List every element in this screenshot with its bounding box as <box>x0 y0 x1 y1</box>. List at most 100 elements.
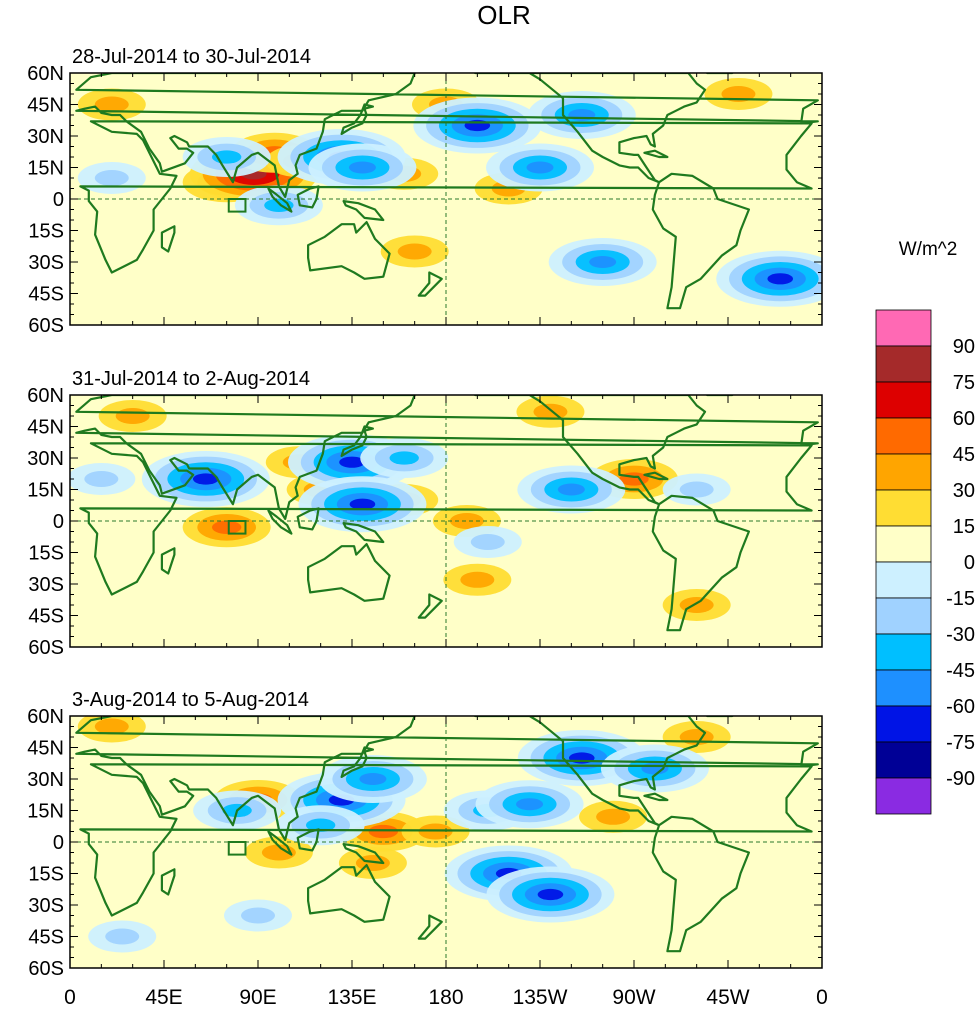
colorbar-units-label: W/m^2 <box>899 239 958 260</box>
coastline-southamerica <box>651 172 751 310</box>
y-tick-label: 0 <box>53 189 64 211</box>
coastline-cuba <box>643 471 669 481</box>
y-tick-label: 0 <box>53 511 64 533</box>
y-tick-label: 60S <box>28 958 64 980</box>
y-tick-label: 0 <box>53 832 64 854</box>
coastlines <box>75 395 819 632</box>
map-panel-3: 3-Aug-2014 to 5-Aug-2014 60N 45N 30N 15N 0 15S… <box>27 689 823 980</box>
olr-anomaly-blob <box>449 513 484 529</box>
y-tick-label: 60N <box>27 63 64 85</box>
olr-anomaly-blob <box>348 161 376 174</box>
colorbar-label: 30 <box>953 480 975 502</box>
olr-anomaly-blob <box>516 798 544 811</box>
colorbar-label: -90 <box>946 768 975 790</box>
colorbar-label: 45 <box>953 444 975 466</box>
coastline-australia <box>307 863 391 923</box>
olr-anomaly-blob <box>397 243 432 260</box>
y-tick-label: 15S <box>28 864 64 886</box>
colorbar: W/m^2 90 75 60 45 30 15 0 -15 -30 -45 -60 -75 -90 <box>875 239 975 815</box>
y-tick-label: 45N <box>27 417 64 439</box>
coastline-eurasia <box>75 73 819 198</box>
coastline-nz <box>417 914 443 940</box>
colorbar-swatch <box>875 453 932 491</box>
y-tick-label: 45N <box>27 95 64 117</box>
y-tick-label: 15N <box>27 158 64 180</box>
olr-anomaly-blob <box>589 256 617 268</box>
x-tick-label: 90E <box>239 986 276 1009</box>
map-panel-2: 31-Jul-2014 to 2-Aug-2014 60N 45N 30N 15N 0 15… <box>27 368 823 659</box>
x-tick-label: 135E <box>327 986 376 1009</box>
coastline-africa <box>79 763 813 917</box>
colorbar-swatch <box>875 633 932 671</box>
y-tick-label: 30N <box>27 126 64 148</box>
y-tick-label: 60N <box>27 385 64 407</box>
olr-anomaly-blob <box>568 109 596 121</box>
y-tick-label: 15S <box>28 221 64 243</box>
olr-anomaly-blob <box>359 773 387 785</box>
x-tick-label: 180 <box>428 986 463 1009</box>
coastline-sumatra <box>267 187 293 213</box>
coastline-nz <box>417 271 443 297</box>
coastline-sumatra <box>267 509 293 535</box>
colorbar-label: -75 <box>946 732 975 754</box>
coastline-northamerica <box>474 73 707 184</box>
coastline-cuba <box>643 792 669 802</box>
x-tick-label: 0 <box>816 986 828 1009</box>
y-tick-label: 60S <box>28 637 64 659</box>
olr-anomaly-blob <box>94 718 129 735</box>
x-tick-label: 45W <box>706 986 749 1009</box>
olr-anomaly-blob <box>84 471 119 487</box>
olr-anomaly-blob <box>767 273 794 285</box>
coastline-madagascar <box>160 868 176 896</box>
colorbar-swatch <box>875 345 932 383</box>
y-tick-label: 45S <box>28 284 64 306</box>
coastline-nz <box>417 593 443 619</box>
olr-anomaly-blob <box>105 928 140 945</box>
olr-anomaly-blob <box>339 456 365 468</box>
colorbar-swatch <box>875 705 932 743</box>
colorbar-swatch <box>875 597 932 635</box>
coastline-newguinea <box>342 200 385 222</box>
olr-anomaly-blob <box>192 473 219 485</box>
region-box <box>227 198 247 213</box>
y-tick-label: 30N <box>27 769 64 791</box>
coastline-southamerica <box>651 494 751 632</box>
coastlines <box>75 716 819 953</box>
coastline-eurasia <box>75 395 819 521</box>
y-tick-label: 45N <box>27 738 64 760</box>
colorbar-label: 15 <box>953 516 975 538</box>
coastline-newguinea <box>342 521 385 544</box>
y-tick-label: 15N <box>27 801 64 823</box>
olr-anomaly-blob <box>557 483 585 496</box>
olr-anomaly-blob <box>349 498 376 510</box>
figure-title: OLR <box>477 0 530 30</box>
olr-anomaly-blob <box>389 451 419 465</box>
region-box <box>227 841 247 856</box>
x-tick-label: 0 <box>64 986 76 1009</box>
olr-anomaly-blob <box>460 571 495 588</box>
y-tick-label: 15N <box>27 480 64 502</box>
coastline-africa <box>79 442 813 596</box>
panels-group: 28-Jul-2014 to 30-Jul-2014 60N 45N 30N 15N 0 1… <box>27 46 828 1009</box>
colorbar-swatch <box>875 309 932 347</box>
coastline-borneo <box>296 507 320 531</box>
coastline-borneo <box>296 185 320 209</box>
colorbar-label: -30 <box>946 624 975 646</box>
coastline-southamerica <box>651 815 751 953</box>
coastline-japan <box>340 103 374 135</box>
colorbar-swatch <box>875 561 932 599</box>
colorbar-swatch <box>875 741 932 779</box>
y-tick-label: 30S <box>28 574 64 596</box>
olr-anomaly-blob <box>212 520 242 534</box>
colorbar-label: 60 <box>953 408 975 430</box>
colorbar-swatch <box>875 525 932 563</box>
coastline-australia <box>307 542 391 602</box>
colorbar-swatch <box>875 489 932 527</box>
x-tick-label: 90W <box>612 986 655 1009</box>
olr-anomaly-blob <box>537 888 564 901</box>
coastline-japan <box>340 746 374 779</box>
colorbar-label: -45 <box>946 660 975 682</box>
olr-anomaly-blob <box>306 818 336 832</box>
y-tick-label: 30N <box>27 448 64 470</box>
